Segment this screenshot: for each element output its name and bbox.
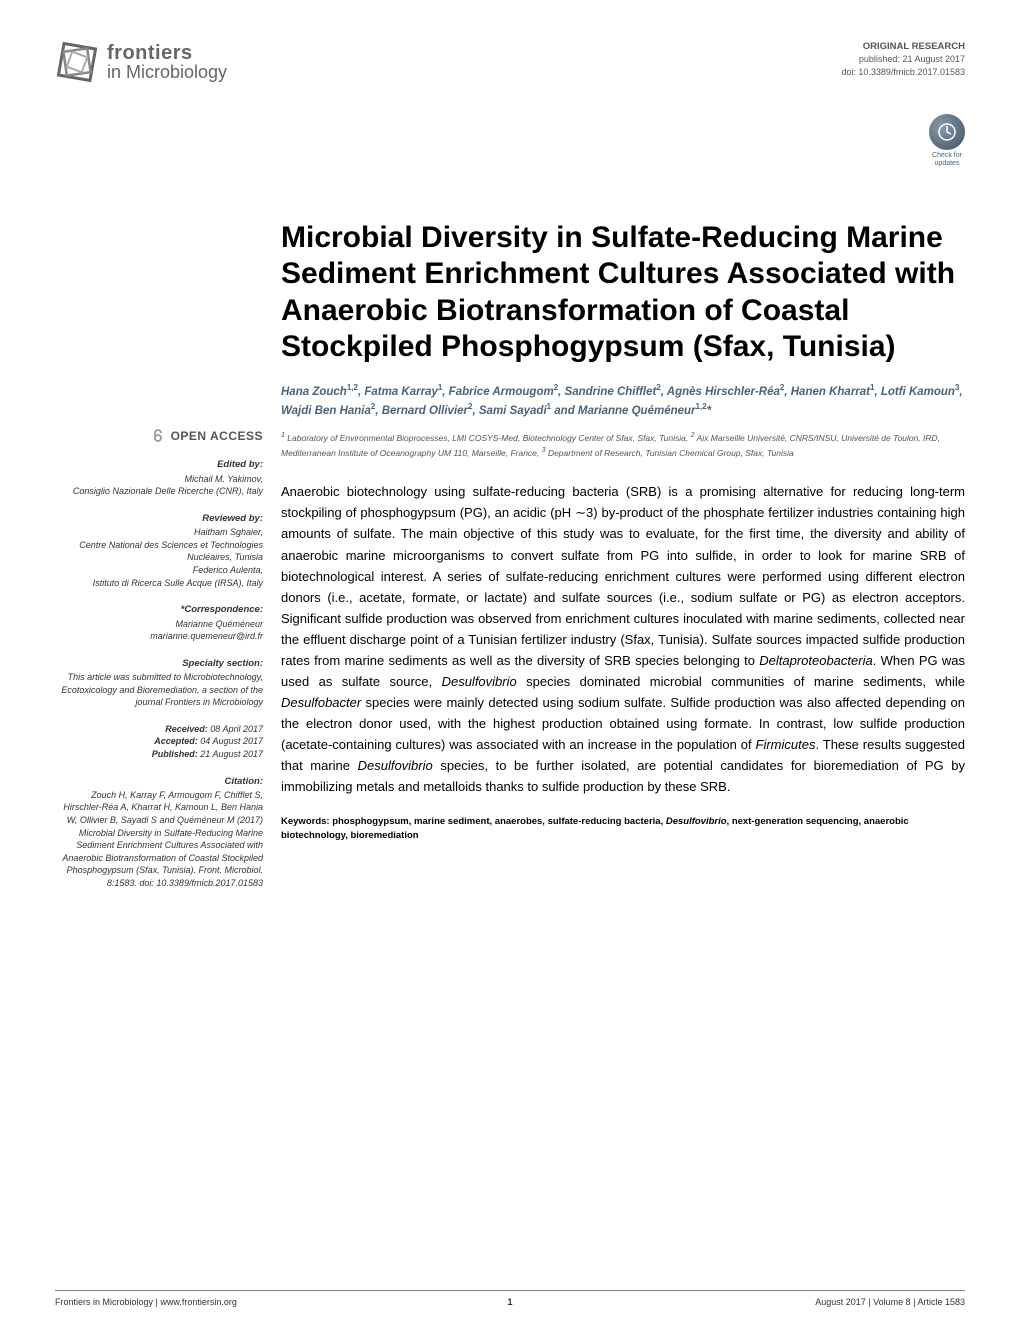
doi-line[interactable]: doi: 10.3389/fmicb.2017.01583: [841, 66, 965, 79]
dates-block: Received: 08 April 2017 Accepted: 04 Aug…: [55, 723, 263, 761]
keywords: Keywords: phosphogypsum, marine sediment…: [281, 815, 965, 844]
check-updates-text: Check forupdates: [929, 152, 965, 167]
article-title: Microbial Diversity in Sulfate-Reducing …: [281, 220, 965, 366]
specialty-label: Specialty section:: [55, 657, 263, 670]
received-label: Received:: [165, 724, 208, 734]
published-date-sidebar: 21 August 2017: [198, 749, 263, 759]
received-date: 08 April 2017: [208, 724, 263, 734]
footer-right[interactable]: August 2017 | Volume 8 | Article 1583: [662, 1297, 965, 1307]
logo-bottom: in Microbiology: [107, 63, 227, 81]
frontiers-logo-icon: [55, 40, 99, 84]
reviewer-affiliation: Centre National des Sciences et Technolo…: [55, 539, 263, 564]
open-access-icon: [150, 428, 166, 444]
logo-text: frontiers in Microbiology: [107, 43, 227, 81]
reviewer-name: Haitham Sghaier,: [55, 526, 263, 539]
citation-label: Citation:: [55, 775, 263, 788]
reviewer-affiliation: Istituto di Ricerca Sulle Acque (IRSA), …: [55, 577, 263, 590]
correspondence-name: Marianne Quéméneur: [55, 618, 263, 631]
footer-page-number: 1: [358, 1297, 661, 1307]
edited-by-label: Edited by:: [55, 458, 263, 471]
citation-text: Zouch H, Karray F, Armougom F, Chifflet …: [55, 789, 263, 890]
check-updates-icon: [929, 114, 965, 150]
accepted-date: 04 August 2017: [198, 736, 263, 746]
affiliations: 1 Laboratory of Environmental Bioprocess…: [281, 430, 965, 459]
journal-logo: frontiers in Microbiology: [55, 40, 227, 84]
correspondence-email[interactable]: marianne.quemeneur@ird.fr: [55, 630, 263, 643]
reviewed-by-label: Reviewed by:: [55, 512, 263, 525]
content: OPEN ACCESS Edited by: Michail M. Yakimo…: [55, 220, 965, 890]
footer: Frontiers in Microbiology | www.frontier…: [55, 1290, 965, 1307]
abstract: Anaerobic biotechnology using sulfate-re…: [281, 481, 965, 797]
accepted-label: Accepted:: [154, 736, 198, 746]
check-updates-badge[interactable]: Check forupdates: [55, 114, 965, 170]
article-type: ORIGINAL RESEARCH: [841, 40, 965, 53]
published-label: Published:: [152, 749, 198, 759]
footer-left[interactable]: Frontiers in Microbiology | www.frontier…: [55, 1297, 358, 1307]
header: frontiers in Microbiology ORIGINAL RESEA…: [55, 40, 965, 84]
correspondence-label: *Correspondence:: [55, 603, 263, 616]
specialty-text: This article was submitted to Microbiote…: [55, 671, 263, 709]
authors: Hana Zouch1,2, Fatma Karray1, Fabrice Ar…: [281, 382, 965, 420]
page: frontiers in Microbiology ORIGINAL RESEA…: [0, 0, 1020, 1335]
open-access-label: OPEN ACCESS: [55, 428, 263, 445]
publication-meta: ORIGINAL RESEARCH published: 21 August 2…: [841, 40, 965, 78]
main-column: Microbial Diversity in Sulfate-Reducing …: [281, 220, 965, 890]
logo-top: frontiers: [107, 43, 227, 63]
editor-name: Michail M. Yakimov,: [55, 473, 263, 486]
published-date: published: 21 August 2017: [841, 53, 965, 66]
editor-affiliation: Consiglio Nazionale Delle Ricerche (CNR)…: [55, 485, 263, 498]
reviewer-name: Federico Aulenta,: [55, 564, 263, 577]
sidebar: OPEN ACCESS Edited by: Michail M. Yakimo…: [55, 220, 263, 890]
